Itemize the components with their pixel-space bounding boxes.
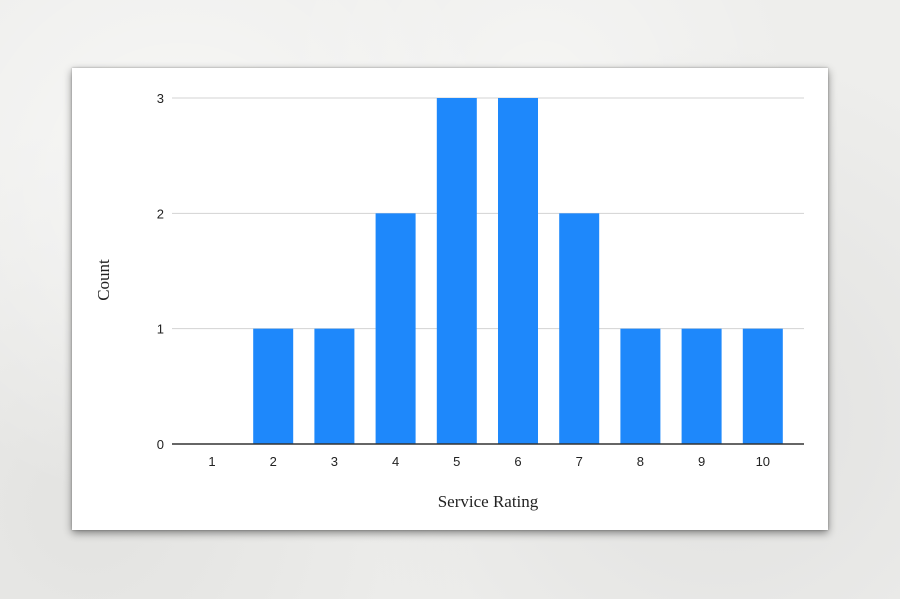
x-tick-label: 1 [208, 454, 215, 469]
y-tick-label: 2 [157, 206, 164, 221]
bar-5 [436, 98, 477, 444]
x-tick-label: 4 [392, 454, 399, 469]
y-axis-title: Count [94, 259, 113, 301]
y-tick-labels: 0 1 2 3 [157, 91, 164, 452]
bar-6 [498, 98, 538, 444]
x-tick-label: 3 [331, 454, 338, 469]
bar-4 [375, 213, 416, 444]
bar-8 [620, 328, 661, 444]
x-axis-title: Service Rating [438, 492, 539, 511]
bar-9 [681, 328, 722, 444]
y-tick-label: 0 [157, 437, 164, 452]
bar-10 [742, 328, 783, 444]
bar-chart: 0 1 2 3 1 2 3 4 5 6 7 8 9 10 Service Rating Count [94, 91, 804, 511]
bar-7 [559, 213, 600, 444]
bars [253, 98, 783, 444]
x-tick-label: 2 [270, 454, 277, 469]
x-tick-label: 5 [453, 454, 460, 469]
gridlines [172, 97, 804, 330]
x-tick-label: 6 [514, 454, 521, 469]
x-tick-labels: 1 2 3 4 5 6 7 8 9 10 [208, 454, 770, 469]
y-tick-label: 3 [157, 91, 164, 106]
bar-3 [314, 328, 355, 444]
chart-card: 0 1 2 3 1 2 3 4 5 6 7 8 9 10 Service Rating Count [72, 68, 828, 530]
y-tick-label: 1 [157, 322, 164, 337]
x-tick-label: 9 [698, 454, 705, 469]
x-tick-label: 7 [576, 454, 583, 469]
bar-2 [253, 328, 294, 444]
x-tick-label: 10 [756, 454, 770, 469]
x-tick-label: 8 [637, 454, 644, 469]
